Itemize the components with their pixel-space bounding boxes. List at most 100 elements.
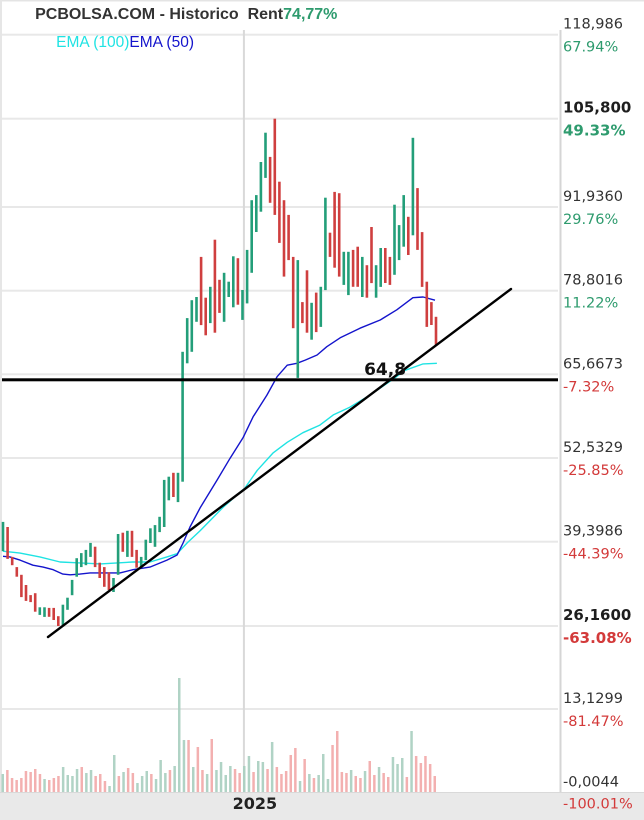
volume-bar: [261, 762, 265, 792]
price-bar-up: [250, 200, 253, 273]
volume-bar: [113, 755, 116, 792]
price-bar-down: [93, 546, 97, 568]
price-bar-down: [52, 607, 55, 620]
volume-bar: [15, 780, 18, 792]
price-bar-up: [190, 300, 194, 352]
volume-bar: [201, 770, 204, 792]
price-bar-down: [384, 248, 387, 283]
volume-bar: [433, 776, 436, 792]
price-bar-up: [296, 260, 300, 378]
volume-bar: [382, 773, 385, 792]
volume-bar: [126, 768, 130, 792]
volume-bar: [373, 775, 376, 792]
price-bar-down: [10, 556, 14, 566]
x-axis-line: [0, 792, 644, 793]
y-axis-percent-label: -63.08%: [563, 629, 632, 647]
price-bar-up: [153, 525, 157, 547]
price-bar-down: [33, 593, 37, 612]
y-axis-price-label: 65,6673: [563, 356, 623, 372]
price-bar-down: [199, 256, 203, 326]
price-bar-down: [213, 239, 217, 333]
legend-ema-100[interactable]: EMA (100): [56, 34, 129, 51]
volume-bar: [396, 764, 399, 792]
volume-bar: [136, 783, 139, 792]
price-bar-down: [425, 281, 429, 327]
price-bar-up: [195, 297, 198, 322]
drawn-lines: [2, 287, 558, 639]
h-gridline: [2, 289, 558, 292]
volume-bar: [205, 774, 209, 792]
volume-bar: [182, 740, 186, 792]
price-bar-up: [241, 290, 244, 320]
price-bar-down: [328, 232, 332, 257]
price-bar-down: [333, 191, 336, 268]
v-gridline: [242, 30, 245, 792]
volume-bar: [122, 772, 125, 792]
legend: EMA (100)EMA (50): [26, 34, 216, 51]
volume-bar: [391, 757, 395, 792]
price-bar-down: [236, 258, 240, 305]
price-bar-down: [218, 279, 221, 313]
volume-bar: [326, 779, 330, 792]
h-gridline: [2, 625, 558, 627]
volume-bar: [61, 767, 65, 792]
volume-bar: [428, 764, 432, 792]
volume-bar: [1, 774, 4, 792]
price-bar-up: [319, 286, 323, 327]
volume-bar: [280, 774, 283, 792]
price-bar-up: [66, 597, 69, 610]
volume-bar: [345, 773, 348, 792]
volume-bar: [289, 755, 292, 792]
y-axis-price-label: 39,3986: [563, 524, 623, 540]
volume-bar: [219, 762, 223, 792]
volume-bar: [401, 758, 404, 792]
volume-bar: [48, 780, 51, 792]
volume-bar: [354, 776, 357, 792]
top-border: [0, 0, 644, 2]
y-axis-percent-label: 11.22%: [563, 296, 618, 312]
volume-bar: [387, 777, 390, 792]
price-bar-up: [61, 604, 65, 626]
volume-bar: [238, 773, 241, 792]
volume-bar: [145, 771, 148, 792]
volume-bar: [252, 772, 255, 792]
volume-bar: [340, 772, 344, 792]
price-bar-up: [80, 553, 83, 568]
price-bar-down: [365, 265, 369, 298]
y-axis-price-label: 52,5329: [563, 440, 623, 456]
volume-bar: [322, 754, 325, 792]
volume-bar: [368, 761, 371, 792]
price-bar-down: [287, 214, 290, 261]
price-bar-up: [342, 251, 346, 285]
y-axis-price-label: 91,9360: [563, 189, 623, 205]
trend-line[interactable]: [46, 287, 513, 639]
price-bar-up: [176, 472, 180, 503]
price-bar-up: [232, 256, 235, 308]
volume-bar: [303, 759, 306, 792]
volume-bar: [178, 678, 181, 792]
plot-area[interactable]: [2, 30, 558, 792]
price-bar-up: [397, 225, 401, 261]
volume-bar: [331, 745, 334, 792]
volume-bar: [336, 731, 339, 792]
price-bar-up: [255, 195, 258, 232]
volume-bar: [363, 771, 367, 792]
price-bar-up: [144, 539, 148, 561]
support-line[interactable]: [2, 378, 558, 382]
price-bar-down: [29, 595, 32, 603]
y-axis-percent-label: -81.47%: [563, 714, 624, 730]
volume-bar: [187, 740, 190, 792]
price-bar-down: [305, 270, 309, 333]
price-bar-up: [149, 528, 152, 543]
price-bar-down: [291, 256, 295, 329]
price-bar-down: [24, 585, 28, 601]
y-axis-percent-label: -7.32%: [563, 379, 614, 395]
price-bar-down: [57, 616, 60, 626]
volume-bar: [377, 767, 381, 792]
price-bar-up: [347, 251, 350, 296]
legend-ema-50[interactable]: EMA (50): [129, 34, 194, 51]
price-bar-down: [121, 532, 125, 552]
y-axis-price-label: 78,8016: [563, 273, 623, 289]
volume-bar: [117, 776, 121, 792]
